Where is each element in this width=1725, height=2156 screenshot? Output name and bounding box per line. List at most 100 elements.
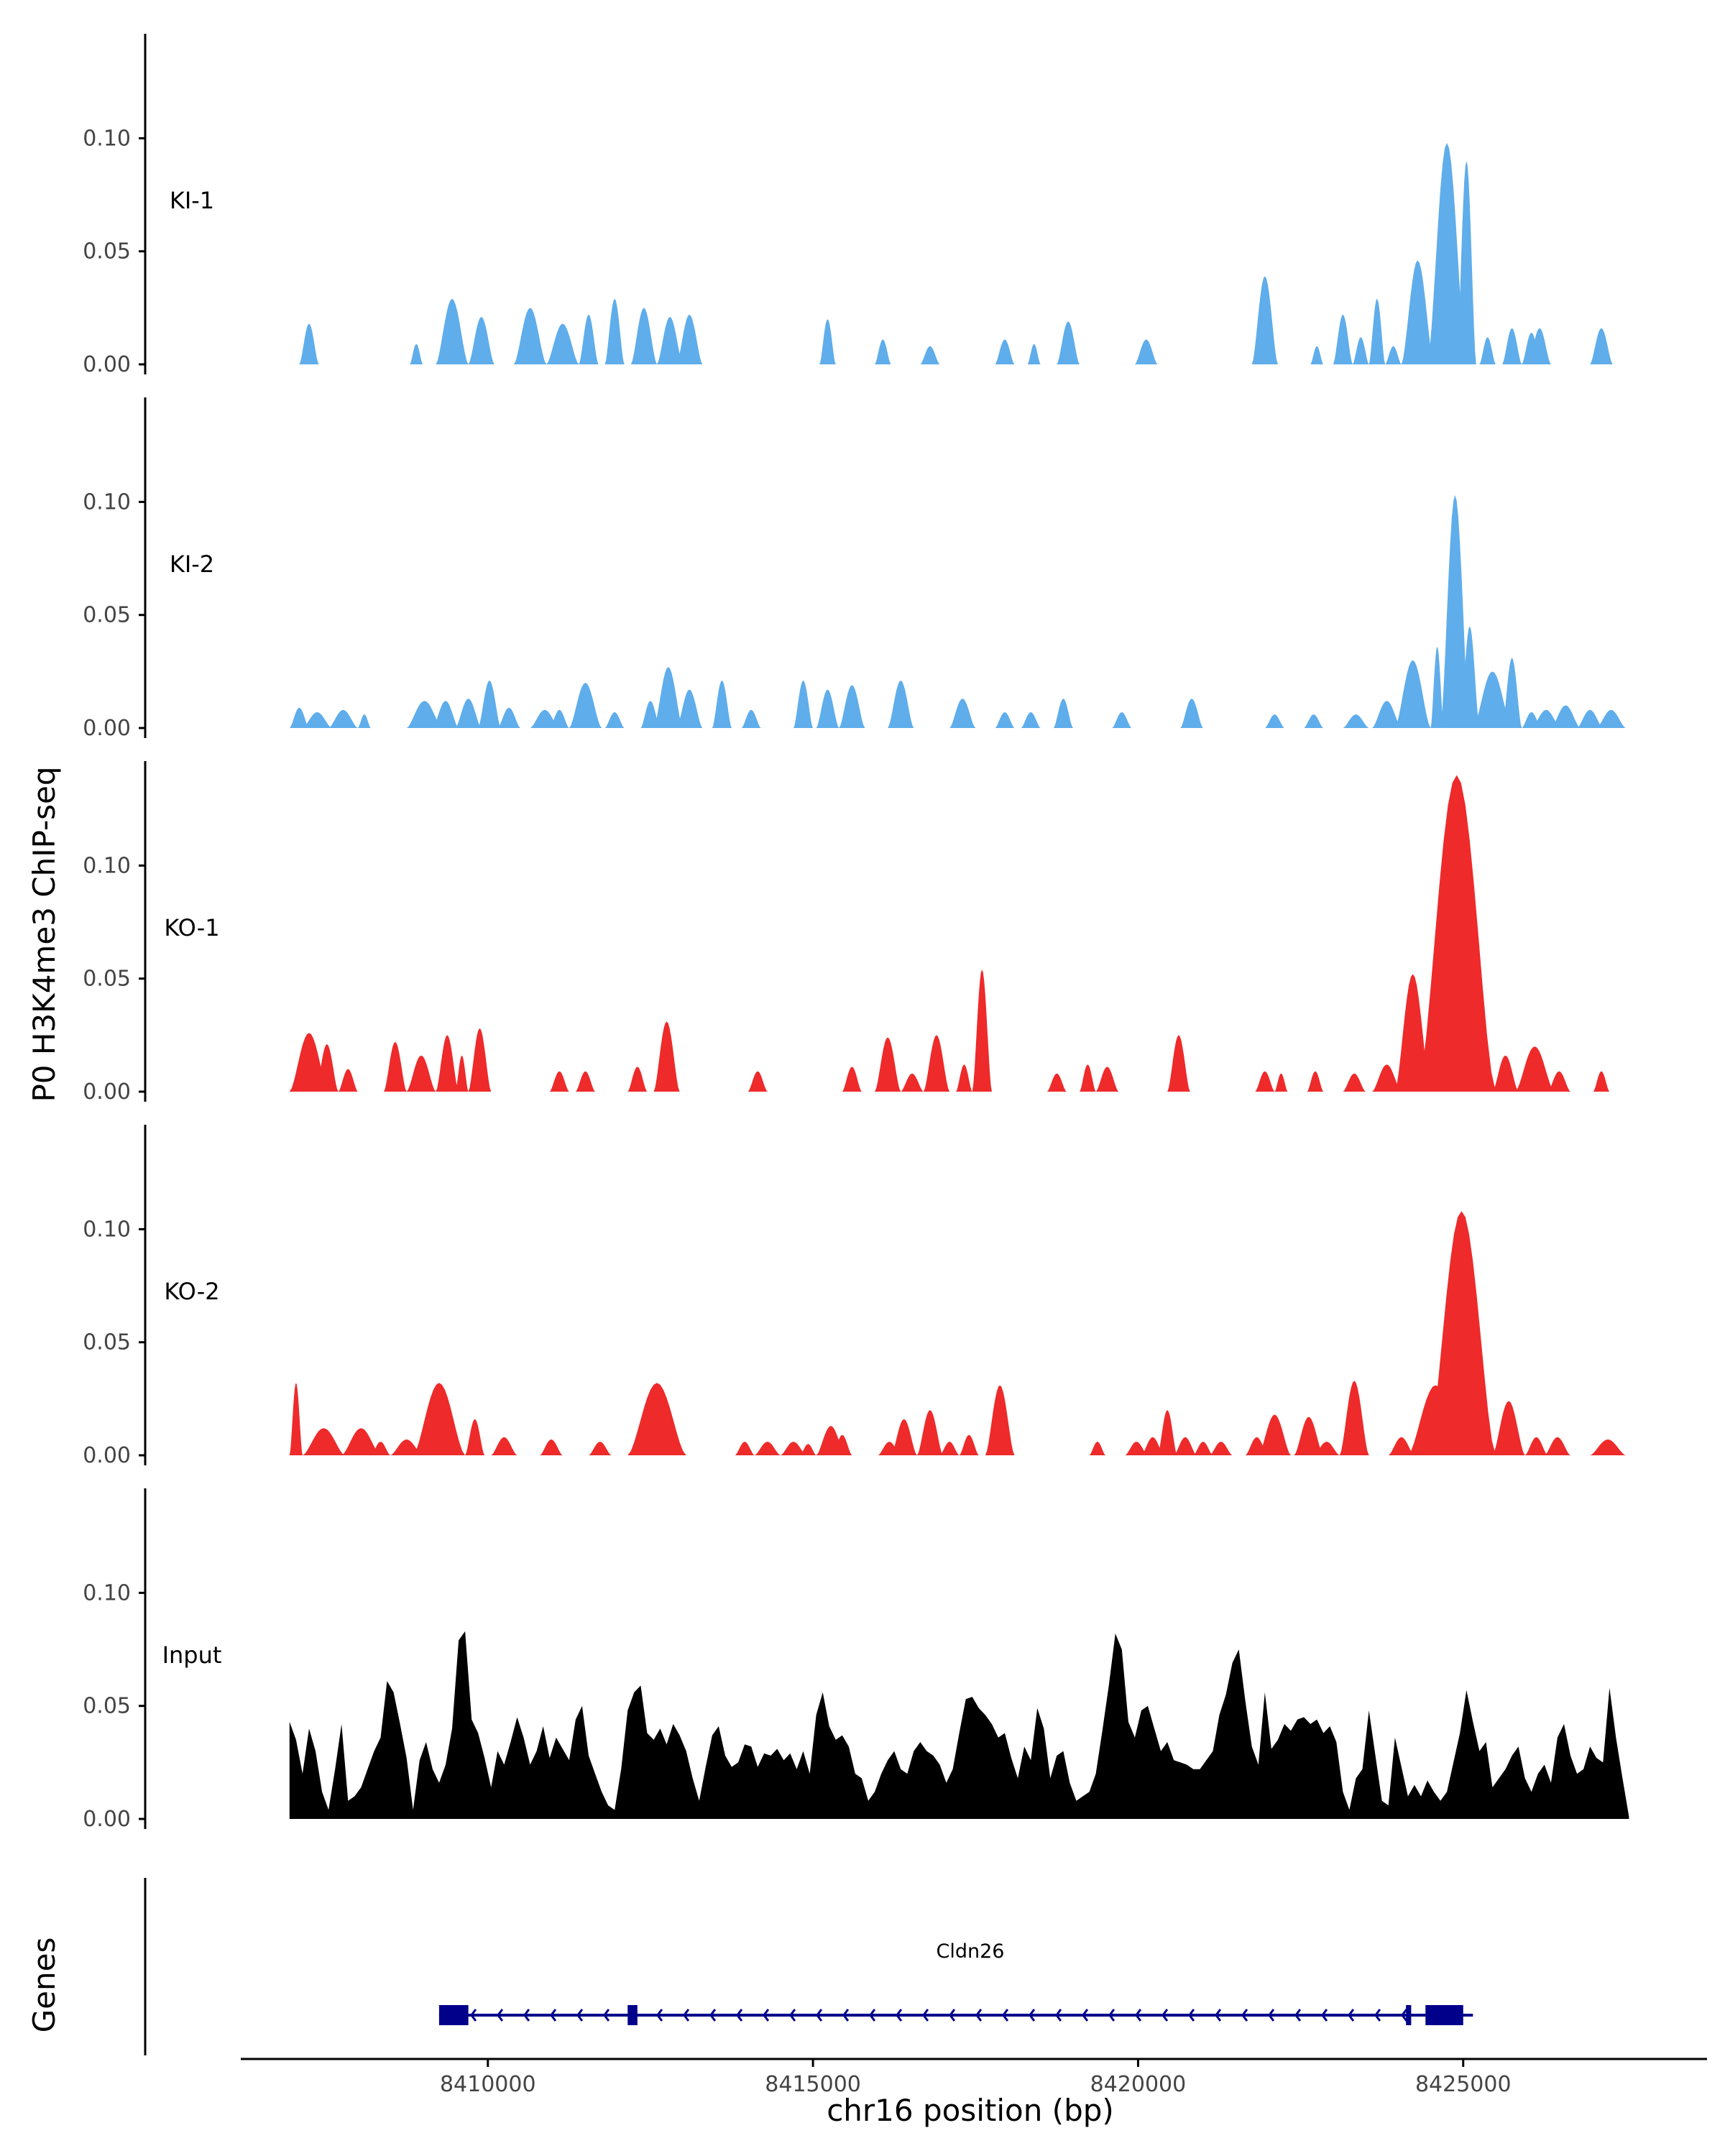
signal-peak — [316, 1044, 339, 1092]
track-label: KI-2 — [170, 550, 214, 578]
signal-peak — [1577, 709, 1604, 728]
signal-peak — [289, 1033, 329, 1092]
signal-peak — [741, 709, 761, 728]
gene-exon — [1425, 2005, 1463, 2025]
signal-peak — [800, 1444, 816, 1455]
signal-peak — [1394, 660, 1431, 728]
y-tick-label: 0.10 — [83, 489, 131, 515]
signal-peak — [1021, 712, 1041, 728]
gene-panel: Cldn26 — [144, 1878, 1473, 2055]
strand-arrow — [1082, 2009, 1089, 2022]
strand-arrow — [1268, 2009, 1275, 2022]
signal-peak — [604, 712, 625, 728]
signal-peak — [357, 714, 371, 728]
strand-arrow — [896, 2009, 903, 2022]
strand-arrow — [1348, 2009, 1355, 2022]
signal-tracks: 0.00 0.05 0.10 KI-1 0.00 0.05 0.10 KI-2 0.00 0.05… — [83, 34, 1629, 1832]
strand-arrow — [816, 2009, 823, 2022]
signal-peak — [1473, 671, 1512, 728]
signal-peak — [1394, 974, 1431, 1092]
track-label: KI-1 — [170, 187, 214, 214]
signal-peak — [468, 316, 494, 364]
signal-peak — [1372, 701, 1402, 728]
signal-peak — [1294, 1416, 1324, 1455]
y-tick-label: 0.00 — [83, 352, 131, 377]
y-axis-title: P0 H3K4me3 ChIP-seq — [27, 766, 62, 1102]
genes-axis-title: Genes — [27, 1938, 62, 2033]
signal-peak — [341, 1428, 381, 1455]
signal-peak — [1502, 328, 1522, 364]
signal-peak — [1174, 1437, 1197, 1455]
strand-arrow — [576, 2009, 584, 2022]
strand-arrow — [869, 2009, 876, 2022]
signal-peak — [1046, 1073, 1067, 1092]
signal-peak — [546, 323, 579, 364]
signal-peak — [1596, 709, 1626, 728]
signal-peak — [1590, 328, 1613, 364]
signal-peak — [1550, 705, 1581, 728]
signal-peak — [1479, 337, 1496, 364]
x-axis-title: chr16 position (bp) — [827, 2093, 1114, 2128]
signal-peak — [1531, 709, 1561, 728]
signal-peak — [1339, 1381, 1369, 1455]
signal-peak — [530, 709, 560, 728]
signal-peak — [1590, 1439, 1626, 1455]
signal-peak — [575, 1071, 595, 1092]
signal-peak — [1313, 1442, 1340, 1455]
signal-peak — [1368, 298, 1386, 364]
y-tick-label: 0.10 — [83, 853, 131, 878]
signal-peak — [891, 1419, 917, 1455]
signal-peak — [432, 701, 459, 728]
signal-peak — [289, 1383, 303, 1455]
signal-peak — [842, 1067, 862, 1092]
signal-peak — [995, 339, 1015, 364]
signal-peak — [1502, 658, 1522, 728]
signal-peak — [1251, 276, 1278, 364]
signal-peak — [1157, 1410, 1177, 1455]
strand-arrow — [1215, 2009, 1222, 2022]
signal-peak — [549, 1071, 569, 1092]
signal-peak — [604, 298, 625, 364]
signal-peak — [1333, 314, 1353, 364]
y-tick-label: 0.05 — [83, 967, 131, 992]
strand-arrow — [1401, 2009, 1408, 2022]
signal-peak — [1304, 714, 1324, 728]
strand-arrow — [1162, 2009, 1169, 2022]
x-tick-label: 8415000 — [765, 2072, 861, 2097]
signal-peak — [735, 1442, 755, 1455]
signal-peak — [676, 314, 703, 364]
strand-arrow — [842, 2009, 850, 2022]
signal-peak — [1401, 260, 1434, 364]
y-tick-label: 0.05 — [83, 239, 131, 264]
signal-peak — [832, 1434, 852, 1455]
signal-peak — [384, 1041, 407, 1092]
signal-peak — [640, 701, 661, 728]
strand-arrow — [497, 2009, 504, 2022]
signal-peak — [1343, 714, 1369, 728]
signal-peak — [819, 319, 836, 364]
signal-peak — [839, 685, 865, 728]
signal-peak — [875, 339, 891, 364]
signal-peak — [972, 969, 992, 1092]
signal-peak — [875, 1037, 901, 1092]
gene-label: Cldn26 — [937, 1940, 1005, 1963]
signal-peak — [299, 323, 319, 364]
signal-peak — [1112, 712, 1132, 728]
strand-arrow — [1002, 2009, 1009, 2022]
signal-peak — [1193, 1442, 1213, 1455]
strand-arrow — [1055, 2009, 1062, 2022]
signal-peak — [569, 683, 602, 728]
y-tick-label: 0.00 — [83, 1443, 131, 1468]
signal-peak — [1095, 1067, 1119, 1092]
signal-peak — [1353, 337, 1369, 364]
signal-peak — [289, 707, 309, 728]
signal-peak — [920, 346, 940, 364]
signal-peak — [1209, 1442, 1233, 1455]
signal-peak — [1515, 1046, 1555, 1092]
signal-peak — [338, 1069, 358, 1092]
x-tick-label: 8410000 — [440, 2072, 536, 2097]
signal-peak — [540, 1439, 563, 1455]
signal-peak — [653, 667, 684, 728]
signal-peak — [676, 689, 703, 728]
